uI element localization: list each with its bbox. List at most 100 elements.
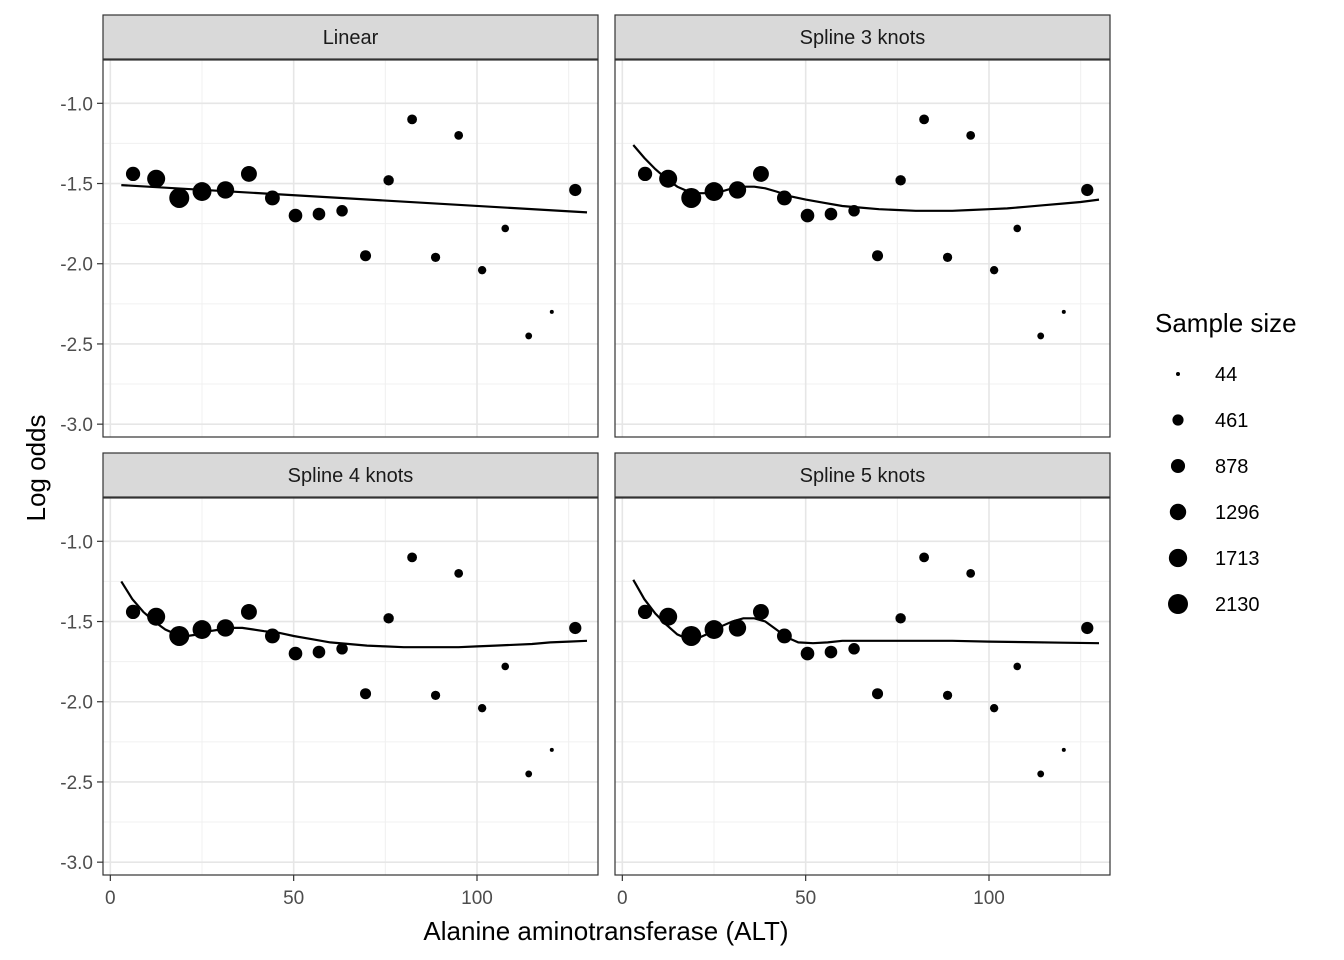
- data-point: [454, 569, 464, 578]
- data-point: [264, 628, 280, 644]
- data-point: [312, 645, 326, 659]
- x-tick-label: 50: [283, 888, 304, 909]
- data-point: [989, 265, 999, 275]
- panel-border: [614, 59, 1111, 438]
- data-point: [728, 181, 747, 199]
- data-point: [752, 165, 769, 182]
- data-point: [1013, 662, 1022, 671]
- x-axis-title-group: Alanine aminotransferase (ALT): [423, 916, 788, 946]
- y-tick-label: -1.5: [60, 175, 93, 196]
- legend-label: 1296: [1215, 502, 1260, 524]
- data-point: [125, 604, 141, 620]
- data-point: [288, 208, 303, 223]
- data-point: [776, 190, 792, 206]
- data-point: [383, 175, 394, 186]
- data-point: [569, 621, 582, 635]
- data-point: [824, 207, 838, 221]
- legend-label: 44: [1215, 364, 1237, 386]
- facet-strip: [614, 14, 1111, 60]
- data-point: [1037, 332, 1045, 340]
- data-point: [1061, 309, 1066, 314]
- data-point: [776, 628, 792, 644]
- data-point: [336, 205, 348, 217]
- data-point: [1081, 621, 1094, 635]
- data-point: [430, 252, 441, 262]
- data-point: [1081, 183, 1094, 197]
- data-point: [728, 619, 747, 637]
- data-point: [525, 770, 533, 778]
- data-point: [824, 645, 838, 659]
- x-tick-label: 50: [795, 888, 816, 909]
- y-tick-label: -3.0: [60, 415, 93, 436]
- fitted-line: [632, 579, 1100, 645]
- data-point: [169, 187, 190, 208]
- data-point: [454, 131, 464, 140]
- legend-label: 461: [1215, 410, 1248, 432]
- data-point: [312, 207, 326, 221]
- facet-panels: Linear -3.0 -2.5 -2.0 -1.5 -1.0 Spline 3 knots…: [60, 14, 1111, 909]
- data-point: [288, 646, 303, 661]
- data-point: [966, 569, 976, 578]
- data-point: [569, 183, 582, 197]
- y-tick-label: -1.0: [60, 532, 93, 553]
- data-point: [637, 604, 653, 620]
- y-tick-label: -1.0: [60, 94, 93, 115]
- y-axis-title-group: Log odds: [21, 415, 51, 522]
- data-point: [848, 205, 860, 217]
- facet-title: Linear: [323, 27, 379, 49]
- data-point: [1061, 747, 1066, 752]
- y-tick-label: -1.5: [60, 613, 93, 634]
- data-point: [659, 607, 678, 626]
- data-point: [407, 114, 418, 125]
- data-point: [147, 169, 166, 188]
- legend-key: [1172, 414, 1184, 426]
- panel-border: [614, 497, 1111, 876]
- panel-border: [102, 497, 599, 876]
- data-point: [919, 552, 930, 563]
- data-point: [383, 613, 394, 624]
- data-point: [942, 690, 953, 700]
- data-point: [216, 619, 235, 637]
- data-point: [360, 688, 372, 700]
- data-point: [800, 208, 815, 223]
- legend-title: Sample size: [1155, 308, 1297, 338]
- data-point: [240, 165, 257, 182]
- legend-key: [1169, 503, 1187, 521]
- panel-background: [615, 498, 1110, 875]
- data-point: [637, 166, 653, 182]
- x-tick-label: 100: [461, 888, 493, 909]
- data-point: [240, 603, 257, 620]
- data-point: [192, 620, 212, 639]
- panel-background: [103, 498, 598, 875]
- data-point: [989, 703, 999, 713]
- data-point: [336, 643, 348, 655]
- data-point: [216, 181, 235, 199]
- data-point: [681, 187, 702, 208]
- data-point: [872, 688, 884, 700]
- data-point: [895, 613, 906, 624]
- y-tick-label: -2.0: [60, 255, 93, 276]
- data-point: [549, 309, 554, 314]
- facet-title: Spline 5 knots: [800, 465, 926, 487]
- data-point: [1037, 770, 1045, 778]
- facet-panel: Linear -3.0 -2.5 -2.0 -1.5 -1.0: [60, 14, 599, 438]
- data-point: [477, 265, 487, 275]
- legend-key: [1170, 458, 1186, 474]
- data-point: [1013, 224, 1022, 233]
- facet-title: Spline 3 knots: [800, 27, 926, 49]
- legend-label: 1713: [1215, 548, 1260, 570]
- legend-label: 878: [1215, 456, 1248, 478]
- legend-key: [1176, 372, 1180, 376]
- x-tick-label: 100: [973, 888, 1005, 909]
- data-point: [525, 332, 533, 340]
- data-point: [407, 552, 418, 563]
- facet-panel: Spline 4 knots -3.0 -2.5 -2.0 -1.5 -1.0 0 50 100: [60, 452, 599, 909]
- panel-background: [615, 60, 1110, 437]
- legend-key: [1168, 548, 1188, 568]
- data-point: [501, 662, 510, 671]
- y-tick-label: -2.5: [60, 335, 93, 356]
- data-point: [848, 643, 860, 655]
- x-axis-title: Alanine aminotransferase (ALT): [423, 916, 788, 946]
- data-point: [360, 250, 372, 262]
